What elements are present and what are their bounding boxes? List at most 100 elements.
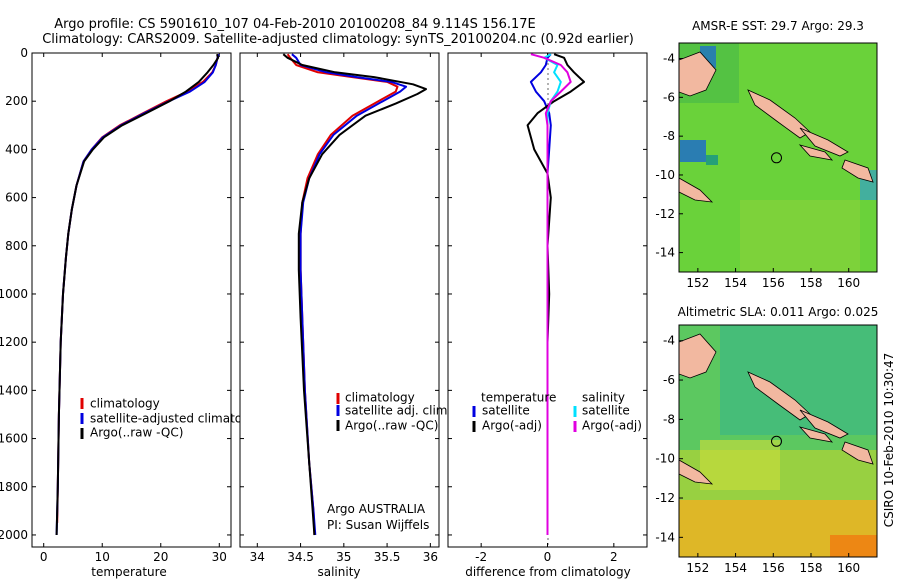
sla-map-panel: Altimetric SLA: 0.011 Argo: 0.025 152 154…: [655, 305, 878, 575]
santa-isabel-landmass: [799, 127, 849, 157]
png-coast-landmass: [679, 459, 714, 485]
latitude-tick-label: -12: [655, 207, 675, 221]
temperature-series: [55, 53, 220, 536]
legend-satellite-label: satellite adj. clim.: [345, 404, 451, 418]
bougainville-landmass: [747, 371, 811, 421]
malaita-landmass: [841, 441, 874, 465]
x-tick-label: 35.5: [374, 550, 401, 564]
depth-tick-label: 1800: [0, 480, 28, 494]
sla-map-frame: [678, 324, 878, 558]
latitude-tick-label: -4: [663, 52, 675, 66]
x-tick-label: 20: [153, 550, 168, 564]
latitude-tick-label: -4: [663, 334, 675, 348]
sla-latitude-ticks: -4 -6 -8 -10 -12 -14: [655, 334, 683, 544]
difference-series: [526, 53, 585, 535]
guadalcanal-landmass: [798, 426, 834, 443]
legend-argo-label: Argo(..raw -QC): [345, 419, 438, 433]
png-coast-landmass: [679, 177, 714, 203]
series-line: [282, 53, 427, 536]
sla-map-high-patch: [830, 535, 877, 557]
x-tick-label: -2: [475, 550, 487, 564]
legend-satellite-label: satellite-adjusted climatology: [90, 412, 268, 426]
sst-map-frame: [678, 42, 878, 273]
longitude-tick-label: 156: [762, 276, 785, 290]
footer-timestamp: CSIRO 10-Feb-2010 10:30:47: [882, 353, 896, 528]
latitude-tick-label: -12: [655, 491, 675, 505]
longitude-tick-label: 152: [686, 561, 709, 575]
latitude-tick-label: -8: [663, 412, 675, 426]
depth-axis-ticks: 0 200 400 600 800 1000 1200 1400 1600 1800 2000: [0, 46, 231, 542]
series-line: [55, 53, 220, 536]
depth-tick-label: 600: [5, 191, 28, 205]
salinity-series: [282, 53, 427, 536]
longitude-tick-label: 152: [686, 276, 709, 290]
sla-map-image: [679, 325, 877, 557]
salinity-panel: 34 34.5 35 35.5 36 salinity climatology sate…: [239, 52, 451, 579]
x-tick-label: 0: [40, 550, 48, 564]
argo-location-marker: [771, 152, 782, 164]
longitude-tick-label: 160: [837, 276, 860, 290]
sla-map-patch: [700, 440, 780, 490]
temperature-legend: climatology satellite-adjusted climatolo…: [80, 397, 268, 440]
legend-sal-satellite-label: satellite: [582, 404, 630, 418]
depth-tick-label: 400: [5, 142, 28, 156]
series-line: [291, 53, 408, 536]
sst-latitude-ticks: -4 -6 -8 -10 -12 -14: [655, 52, 683, 260]
longitude-tick-label: 158: [800, 276, 823, 290]
longitude-tick-label: 160: [837, 561, 860, 575]
sst-map-cool-patch: [680, 140, 706, 162]
x-tick-label: 0: [544, 550, 552, 564]
sst-map-image: [679, 43, 877, 272]
sst-map-title: AMSR-E SST: 29.7 Argo: 29.3: [692, 19, 864, 33]
santa-isabel-landmass: [799, 409, 849, 439]
agency-label: Argo AUSTRALIA: [327, 502, 426, 516]
legend-argo-label: Argo(..raw -QC): [90, 426, 183, 440]
legend-climatology-label: climatology: [90, 397, 160, 411]
legend-temp-satellite-label: satellite: [482, 404, 530, 418]
x-tick-label: 35: [336, 550, 351, 564]
sla-longitude-ticks: 152 154 156 158 160: [686, 553, 860, 575]
x-tick-label: 2: [610, 550, 618, 564]
legend-temperature-title: temperature: [481, 391, 556, 405]
longitude-tick-label: 154: [724, 276, 747, 290]
depth-tick-label: 1400: [0, 383, 28, 397]
legend-salinity-title: salinity: [582, 391, 625, 405]
longitude-tick-label: 154: [724, 561, 747, 575]
figure-title-line1: Argo profile: CS 5901610_107 04-Feb-2010…: [54, 17, 536, 32]
temperature-xlabel: temperature: [91, 565, 166, 579]
temperature-axis-ticks: 0 10 20 30: [40, 53, 227, 564]
latitude-tick-label: -14: [655, 530, 675, 544]
figure-title-line2: Climatology: CARS2009. Satellite-adjuste…: [42, 32, 634, 47]
legend-climatology-label: climatology: [345, 391, 415, 405]
latitude-tick-label: -6: [663, 90, 675, 104]
longitude-tick-label: 158: [800, 561, 823, 575]
depth-tick-label: 2000: [0, 528, 28, 542]
depth-tick-label: 1600: [0, 432, 28, 446]
argo-location-marker: [771, 435, 782, 447]
x-tick-label: 30: [212, 550, 227, 564]
malaita-landmass: [841, 159, 874, 183]
difference-depth-ticks: [448, 52, 647, 536]
difference-xlabel: difference from climatology: [465, 565, 631, 579]
depth-tick-label: 200: [5, 94, 28, 108]
temperature-panel: 0 200 400 600 800 1000 1200 1400 1600 1800 2000 0 1…: [0, 46, 268, 579]
sst-map-cool-patch: [706, 155, 718, 165]
longitude-tick-label: 156: [762, 561, 785, 575]
series-line: [530, 53, 572, 535]
guadalcanal-landmass: [798, 144, 834, 161]
x-tick-label: 10: [95, 550, 110, 564]
depth-tick-label: 1200: [0, 335, 28, 349]
sst-longitude-ticks: 152 154 156 158 160: [686, 268, 860, 290]
latitude-tick-label: -10: [655, 452, 675, 466]
latitude-tick-label: -14: [655, 246, 675, 260]
sla-map-title: Altimetric SLA: 0.011 Argo: 0.025: [678, 305, 879, 319]
salinity-axis-ticks: 34 34.5 35 35.5 36: [250, 53, 438, 564]
legend-sal-argo-label: Argo(-adj): [582, 419, 642, 433]
depth-tick-label: 0: [20, 46, 28, 60]
depth-tick-label: 800: [5, 239, 28, 253]
bougainville-landmass: [747, 89, 811, 139]
latitude-tick-label: -6: [663, 373, 675, 387]
sst-map-warm-patch: [740, 200, 860, 272]
x-tick-label: 36: [423, 550, 438, 564]
